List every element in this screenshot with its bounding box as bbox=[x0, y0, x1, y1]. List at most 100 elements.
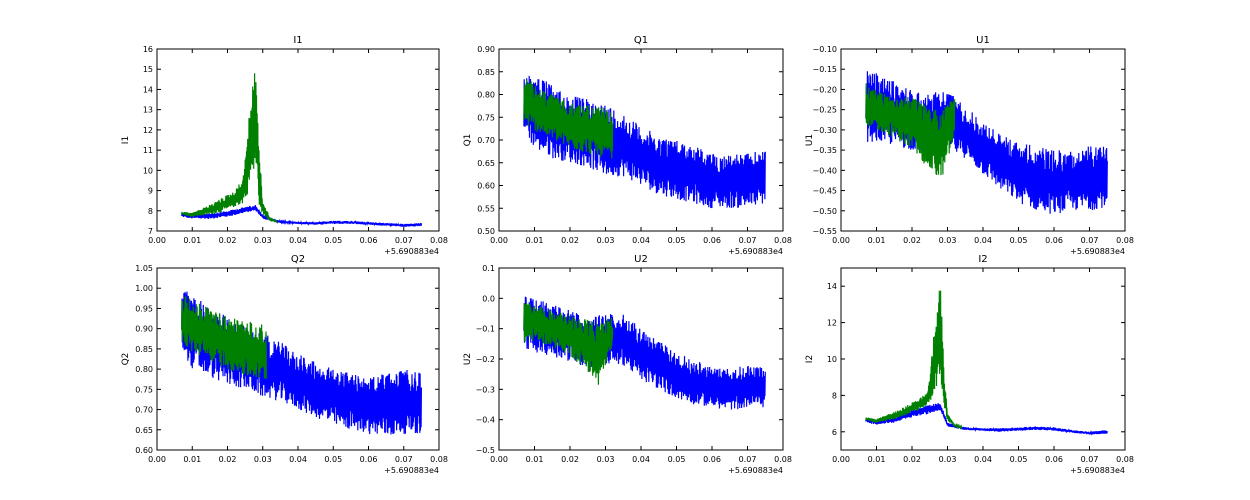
x-tick-label: 0.06 bbox=[703, 236, 721, 245]
y-tick-label: 14 bbox=[143, 85, 153, 94]
y-tick-label: 0.70 bbox=[477, 136, 495, 145]
x-tick-label: 0.05 bbox=[324, 236, 342, 245]
subplot-title: I2 bbox=[978, 254, 987, 265]
y-tick-label: 8 bbox=[832, 391, 837, 400]
x-tick-label: 0.03 bbox=[597, 236, 615, 245]
y-tick-label: 16 bbox=[143, 45, 153, 54]
y-tick-label: −0.15 bbox=[812, 65, 837, 74]
y-tick-label: 0.80 bbox=[477, 91, 495, 100]
x-tick-label: 0.00 bbox=[832, 236, 850, 245]
series-line-2 bbox=[865, 290, 963, 430]
y-tick-label: 0.85 bbox=[135, 345, 153, 354]
x-tick-label: 0.04 bbox=[289, 455, 307, 464]
subplot-q1: 0.00 0.01 0.02 0.03 0.04 0.05 0.06 0.07 0.08 0.50… bbox=[463, 35, 792, 256]
x-tick-label: 0.01 bbox=[868, 236, 886, 245]
y-tick-label: 8 bbox=[148, 207, 153, 216]
x-tick-label: 0.06 bbox=[360, 455, 378, 464]
y-tick-label: −0.5 bbox=[476, 446, 495, 455]
x-tick-label: 0.00 bbox=[490, 236, 508, 245]
x-tick-label: 0.02 bbox=[903, 455, 921, 464]
x-offset-label: +5.690883e4 bbox=[1070, 247, 1125, 256]
y-tick-label: 0.60 bbox=[477, 182, 495, 191]
x-offset-label: +5.690883e4 bbox=[1070, 466, 1125, 475]
y-tick-label: 0.95 bbox=[135, 304, 153, 313]
y-tick-label: 0.50 bbox=[477, 227, 495, 236]
x-tick-label: 0.03 bbox=[939, 455, 957, 464]
x-tick-label: 0.07 bbox=[1081, 236, 1099, 245]
x-tick-label: 0.01 bbox=[868, 455, 886, 464]
y-axis-label: I1 bbox=[121, 136, 131, 144]
x-tick-label: 0.02 bbox=[219, 236, 237, 245]
subplot-title: Q2 bbox=[291, 254, 305, 265]
x-tick-label: 0.06 bbox=[703, 455, 721, 464]
subplot-q2: 0.00 0.01 0.02 0.03 0.04 0.05 0.06 0.07 0.08 0.60… bbox=[121, 254, 448, 475]
y-tick-label: −0.2 bbox=[476, 355, 495, 364]
series-line-2 bbox=[523, 302, 614, 385]
series-line-2 bbox=[181, 73, 278, 223]
x-tick-label: 0.03 bbox=[254, 455, 272, 464]
subplot-i2: 0.00 0.01 0.02 0.03 0.04 0.05 0.06 0.07 0.08 6 8 10… bbox=[805, 254, 1134, 475]
x-tick-label: 0.03 bbox=[939, 236, 957, 245]
subplot-title: Q1 bbox=[634, 35, 648, 46]
x-tick-label: 0.03 bbox=[597, 455, 615, 464]
series-line-2 bbox=[523, 79, 614, 159]
y-axis-label: U1 bbox=[805, 134, 815, 146]
y-tick-label: −0.10 bbox=[812, 45, 837, 54]
x-tick-label: 0.08 bbox=[774, 236, 792, 245]
x-tick-label: 0.08 bbox=[774, 455, 792, 464]
y-tick-label: 12 bbox=[827, 319, 837, 328]
y-tick-label: 7 bbox=[148, 227, 153, 236]
y-tick-label: 9 bbox=[148, 187, 153, 196]
x-tick-label: 0.07 bbox=[395, 455, 413, 464]
x-tick-label: 0.00 bbox=[148, 236, 166, 245]
y-tick-label: 12 bbox=[143, 126, 153, 135]
series-line-1 bbox=[181, 204, 422, 228]
y-tick-label: −0.25 bbox=[812, 106, 837, 115]
y-tick-label: −0.3 bbox=[476, 385, 495, 394]
y-tick-label: 0.55 bbox=[477, 204, 495, 213]
x-tick-label: 0.00 bbox=[490, 455, 508, 464]
x-offset-label: +5.690883e4 bbox=[384, 247, 439, 256]
series-line-1 bbox=[865, 403, 1108, 436]
x-offset-label: +5.690883e4 bbox=[728, 466, 783, 475]
axes-frame bbox=[156, 48, 440, 232]
y-tick-label: −0.55 bbox=[812, 227, 837, 236]
y-tick-label: 0.75 bbox=[477, 113, 495, 122]
series-line-1 bbox=[865, 71, 1108, 214]
x-tick-label: 0.01 bbox=[183, 236, 201, 245]
x-tick-label: 0.04 bbox=[974, 236, 992, 245]
x-tick-label: 0.06 bbox=[1045, 455, 1063, 464]
y-tick-label: 14 bbox=[827, 282, 837, 291]
y-tick-label: 11 bbox=[143, 146, 153, 155]
x-tick-label: 0.02 bbox=[903, 236, 921, 245]
x-tick-label: 0.04 bbox=[632, 455, 650, 464]
y-tick-label: 0.0 bbox=[482, 294, 495, 303]
y-tick-label: 0.1 bbox=[482, 264, 495, 273]
x-tick-label: 0.05 bbox=[1010, 236, 1028, 245]
x-tick-label: 0.07 bbox=[739, 455, 757, 464]
x-tick-label: 0.05 bbox=[668, 236, 686, 245]
y-tick-label: −0.4 bbox=[476, 416, 495, 425]
x-tick-label: 0.08 bbox=[430, 236, 448, 245]
x-tick-label: 0.08 bbox=[1116, 236, 1134, 245]
x-tick-label: 0.06 bbox=[1045, 236, 1063, 245]
x-tick-label: 0.05 bbox=[668, 455, 686, 464]
y-tick-label: 1.00 bbox=[135, 284, 153, 293]
x-tick-label: 0.01 bbox=[526, 236, 544, 245]
x-tick-label: 0.08 bbox=[430, 455, 448, 464]
y-tick-label: 0.60 bbox=[135, 446, 153, 455]
y-axis-label: Q2 bbox=[121, 353, 131, 366]
x-tick-label: 0.05 bbox=[1010, 455, 1028, 464]
x-tick-label: 0.04 bbox=[289, 236, 307, 245]
x-tick-label: 0.06 bbox=[360, 236, 378, 245]
y-axis-label: Q1 bbox=[463, 134, 473, 147]
x-tick-label: 0.02 bbox=[561, 455, 579, 464]
y-tick-label: −0.1 bbox=[476, 325, 495, 334]
y-tick-label: 1.05 bbox=[135, 264, 153, 273]
x-tick-label: 0.00 bbox=[148, 455, 166, 464]
y-tick-label: 6 bbox=[832, 428, 837, 437]
x-tick-label: 0.04 bbox=[632, 236, 650, 245]
y-tick-label: −0.50 bbox=[812, 207, 837, 216]
x-tick-label: 0.00 bbox=[832, 455, 850, 464]
subplot-title: U1 bbox=[976, 35, 990, 46]
